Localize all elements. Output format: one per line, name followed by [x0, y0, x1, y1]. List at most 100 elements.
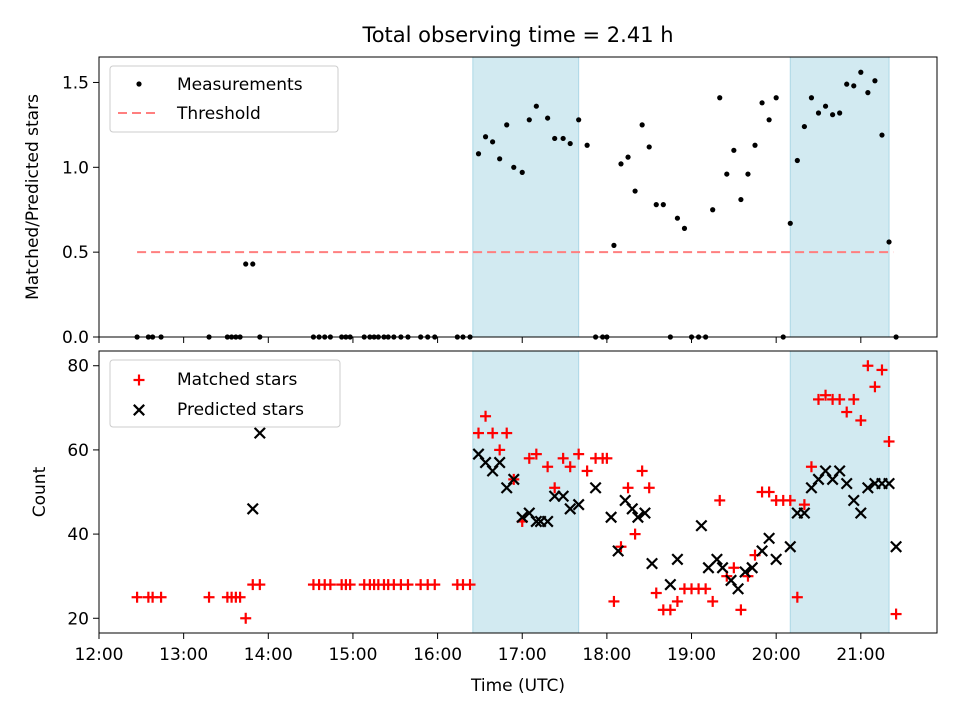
predicted-star-point-b	[523, 507, 536, 520]
bottom-legend: Matched stars Predicted stars	[109, 359, 341, 428]
predicted-star-point	[710, 553, 723, 566]
x-tick-label: 14:00	[244, 645, 293, 665]
predicted-star-point-b	[612, 544, 625, 557]
predicted-star-point	[770, 553, 783, 566]
shaded-interval	[472, 56, 580, 338]
measurement-point	[533, 103, 539, 109]
x-tick-label: 17:00	[498, 645, 547, 665]
predicted-star-point	[589, 481, 602, 494]
measurement-point	[724, 171, 730, 177]
measurement-point	[560, 135, 566, 142]
predicted-star-point-b	[619, 494, 632, 507]
predicted-star-point	[605, 511, 618, 524]
measurement-point	[872, 78, 878, 84]
matched-star-point	[464, 579, 476, 591]
predicted-star-point-b	[541, 515, 554, 528]
y-tick-label: 20	[67, 609, 89, 629]
measurement-point	[646, 144, 652, 150]
predicted-star-point-b	[746, 561, 759, 574]
matched-star-point	[573, 448, 585, 460]
measurement-point	[674, 215, 681, 221]
measurement-point	[787, 220, 793, 226]
matched-star-point	[254, 579, 266, 591]
measurement-point	[243, 261, 249, 267]
predicted-star-point-b	[784, 540, 797, 553]
predicted-star-point-b	[572, 498, 585, 511]
matched-star-point	[707, 595, 719, 607]
matched-star-point	[494, 444, 506, 456]
x-tick-label: 19:00	[667, 645, 716, 665]
matched-star-point	[601, 452, 613, 464]
matched-star-point	[714, 494, 726, 506]
predicted-star-point	[746, 561, 759, 574]
matched-star-point	[480, 410, 492, 422]
predicted-star-point	[861, 481, 874, 494]
predicted-star-point-b	[861, 481, 874, 494]
measurement-point	[851, 83, 857, 89]
matched-star-point	[203, 591, 215, 603]
predicted-star-point-b	[847, 494, 860, 507]
measurement-point	[639, 122, 645, 128]
predicted-star-point-b	[516, 511, 529, 524]
measurement-point	[830, 112, 836, 118]
measurement-point	[611, 242, 617, 248]
measurement-point	[567, 140, 573, 147]
y-tick-label: 60	[67, 441, 89, 461]
measurement-point	[745, 171, 751, 177]
measurement-point	[660, 202, 666, 208]
y-tick-label: 40	[67, 525, 89, 545]
x-tick-label: 13:00	[159, 645, 208, 665]
legend-label-threshold: Threshold	[176, 104, 261, 124]
matched-star-point	[820, 389, 832, 401]
predicted-star-point-b	[479, 456, 492, 469]
top-legend: Measurements Threshold	[109, 65, 339, 133]
measurement-point	[879, 132, 885, 138]
bottom-x-ticks: 12:00 13:00 14:00 15:00 16:00 17:00 18:00 19:00…	[75, 633, 885, 665]
predicted-star-point	[612, 544, 625, 557]
predicted-star-point-b	[638, 507, 651, 520]
measurement-point	[815, 110, 822, 116]
predicted-star-point-b	[695, 519, 708, 532]
measurement-point	[717, 95, 723, 101]
legend-marker-predicted	[133, 404, 145, 416]
matched-star-point	[805, 461, 817, 473]
predicted-star-point-b	[833, 464, 846, 477]
measurement-point	[576, 117, 582, 123]
predicted-star-point-b	[253, 427, 266, 440]
measurement-point	[618, 161, 624, 167]
predicted-star-point-b	[626, 502, 639, 515]
predicted-star-point-b	[798, 507, 811, 520]
predicted-star-point	[638, 507, 651, 520]
measurement-point	[844, 81, 850, 87]
matched-star-point	[636, 465, 648, 477]
measurement-point	[752, 142, 758, 148]
top-x-ticks	[98, 337, 862, 343]
matched-star-point	[530, 448, 542, 460]
legend-cross	[133, 404, 145, 416]
predicted-star-point	[890, 540, 903, 553]
matched-star-point	[240, 612, 252, 624]
measurement-point	[490, 139, 496, 145]
matched-star-point	[700, 583, 712, 595]
top-shaded-intervals	[472, 56, 890, 338]
predicted-star-point-b	[507, 473, 520, 486]
predicted-star-point-b	[770, 553, 783, 566]
predicted-star-point	[833, 464, 846, 477]
predicted-star-point	[732, 582, 745, 595]
matched-star-point	[834, 393, 846, 405]
measurement-point	[625, 154, 631, 160]
matched-star-point	[564, 461, 576, 473]
measurement-point	[511, 164, 517, 170]
matched-star-point	[763, 486, 775, 498]
predicted-star-point-b	[631, 511, 644, 524]
legend-label-predicted: Predicted stars	[177, 400, 304, 420]
measurement-point	[822, 103, 829, 109]
matched-star-point	[798, 499, 810, 511]
measurement-point	[497, 156, 503, 162]
measurement-point	[837, 110, 843, 116]
y-tick-label: 0.0	[62, 328, 89, 348]
shaded-interval	[789, 350, 890, 634]
predicted-star-point	[516, 511, 529, 524]
